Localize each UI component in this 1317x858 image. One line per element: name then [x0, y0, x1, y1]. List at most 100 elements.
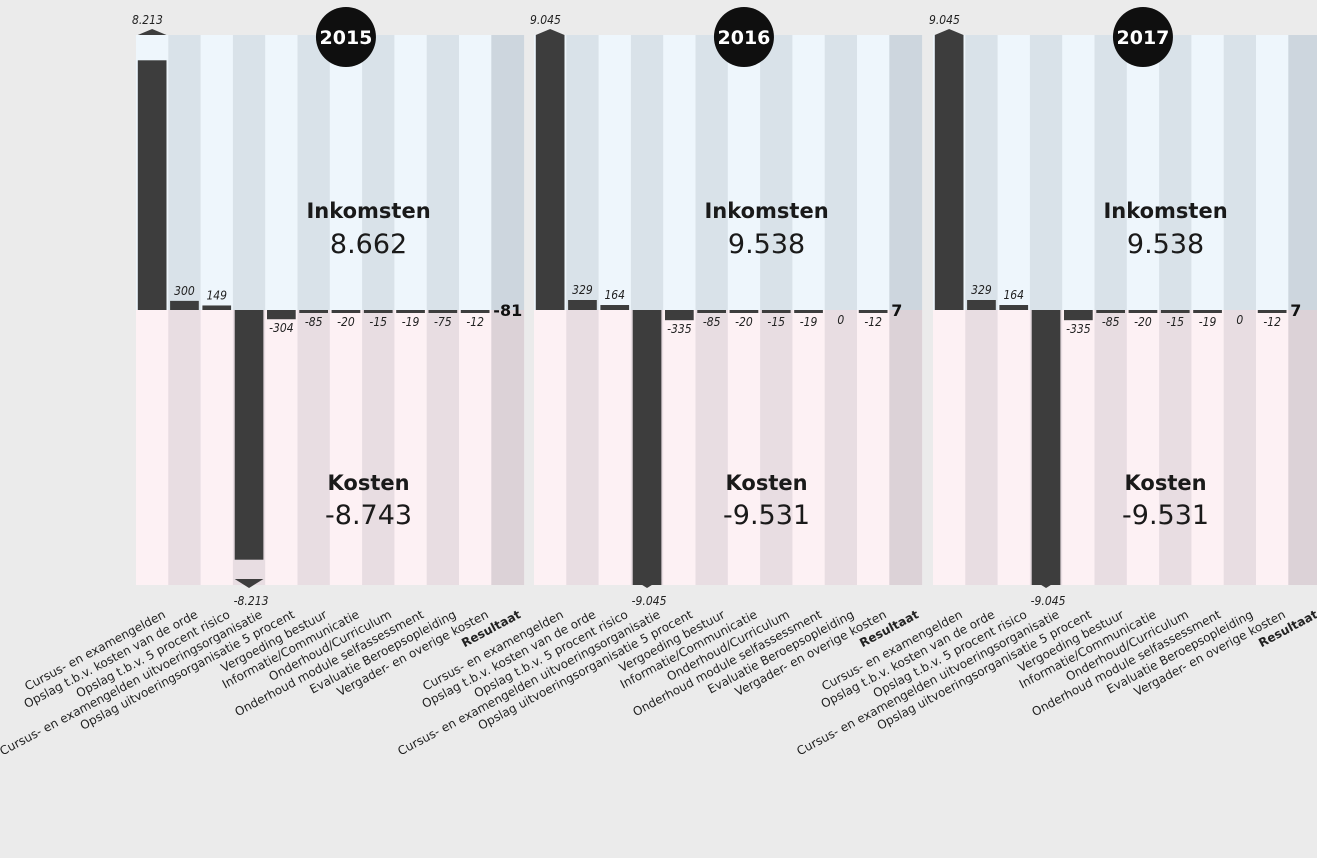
cost-column-bg	[136, 310, 169, 585]
income-total: 8.662	[330, 229, 407, 260]
bar	[1031, 310, 1061, 585]
bar	[697, 310, 726, 313]
bar	[632, 310, 662, 585]
year-badge	[1112, 7, 1173, 67]
year-label: 2016	[718, 27, 771, 49]
income-column-bg	[965, 35, 999, 310]
bar	[1128, 310, 1158, 313]
cost-column-bg	[889, 310, 923, 585]
cost-column-bg	[760, 310, 793, 585]
income-column-bg	[232, 35, 266, 310]
cost-column-bg	[695, 310, 729, 585]
value-label: -8.213	[234, 594, 269, 608]
bar	[234, 310, 264, 560]
value-label: -19	[800, 315, 818, 329]
cost-column-bg	[598, 310, 632, 585]
bar	[267, 310, 296, 320]
cost-total: -8.743	[325, 500, 412, 531]
income-column-bg	[857, 35, 890, 310]
bar	[729, 310, 759, 313]
cost-column-bg	[362, 310, 395, 585]
value-label: -15	[369, 315, 387, 329]
value-label: -85	[305, 315, 323, 329]
value-label: -20	[1134, 315, 1152, 329]
year-label: 2015	[320, 27, 373, 49]
income-column-bg	[1126, 35, 1160, 310]
income-column-bg	[1094, 35, 1128, 310]
value-label: -335	[1066, 322, 1091, 336]
value-label: 164	[604, 288, 625, 302]
income-column-bg	[695, 35, 729, 310]
income-column-bg	[1159, 35, 1192, 310]
cost-title: Kosten	[328, 471, 410, 495]
cost-total: -9.531	[1122, 500, 1209, 531]
income-column-bg	[1288, 35, 1317, 310]
income-column-bg	[1256, 35, 1289, 310]
income-column-bg	[297, 35, 331, 310]
cost-column-bg	[534, 310, 567, 585]
cost-column-bg	[1256, 310, 1289, 585]
bar	[460, 310, 490, 313]
value-label: 0	[837, 313, 844, 327]
value-label: -12	[466, 315, 484, 329]
bar-arrow-down	[632, 579, 662, 588]
bar	[1064, 310, 1093, 321]
income-column-bg	[727, 35, 761, 310]
value-label: 300	[174, 284, 195, 298]
bar	[1096, 310, 1125, 313]
cost-column-bg	[200, 310, 234, 585]
bar	[568, 299, 597, 310]
cost-column-bg	[1159, 310, 1192, 585]
bar-arrow-up	[934, 29, 964, 35]
year-badge	[315, 7, 376, 67]
income-column-bg	[426, 35, 460, 310]
cost-column-bg	[426, 310, 460, 585]
cost-column-bg	[1126, 310, 1160, 585]
bar	[1160, 310, 1190, 313]
cost-column-bg	[965, 310, 999, 585]
bar	[600, 305, 630, 310]
income-column-bg	[760, 35, 793, 310]
cost-column-bg	[1288, 310, 1317, 585]
value-label: 0	[1236, 313, 1243, 327]
income-column-bg	[1029, 35, 1063, 310]
value-label: 149	[206, 288, 227, 302]
cost-column-bg	[265, 310, 298, 585]
value-label: -335	[667, 322, 692, 336]
value-label: 8.213	[132, 13, 163, 27]
income-column-bg	[663, 35, 696, 310]
income-column-bg	[598, 35, 632, 310]
income-title: Inkomsten	[306, 199, 430, 223]
bar	[794, 310, 823, 313]
cost-title: Kosten	[726, 471, 808, 495]
value-label: -12	[864, 315, 882, 329]
value-label: -19	[402, 315, 420, 329]
value-label: 9.045	[530, 13, 561, 27]
income-column-bg	[200, 35, 234, 310]
bar	[535, 35, 565, 310]
income-column-bg	[394, 35, 428, 310]
income-column-bg	[1062, 35, 1095, 310]
cost-column-bg	[297, 310, 331, 585]
cost-column-bg	[394, 310, 428, 585]
bar	[665, 310, 694, 321]
result-value: 7	[891, 301, 902, 320]
value-label: -20	[337, 315, 355, 329]
cost-column-bg	[329, 310, 363, 585]
bar	[999, 305, 1029, 310]
cost-column-bg	[997, 310, 1031, 585]
cost-total: -9.531	[723, 500, 810, 531]
income-column-bg	[997, 35, 1031, 310]
cost-column-bg	[1223, 310, 1257, 585]
cost-column-bg	[1094, 310, 1128, 585]
cost-column-bg	[663, 310, 696, 585]
value-label: -9.045	[632, 594, 667, 608]
cost-column-bg	[792, 310, 826, 585]
value-label: -12	[1263, 315, 1281, 329]
bar	[1193, 310, 1222, 313]
income-column-bg	[362, 35, 395, 310]
bar	[1257, 310, 1287, 313]
bar	[299, 310, 328, 313]
